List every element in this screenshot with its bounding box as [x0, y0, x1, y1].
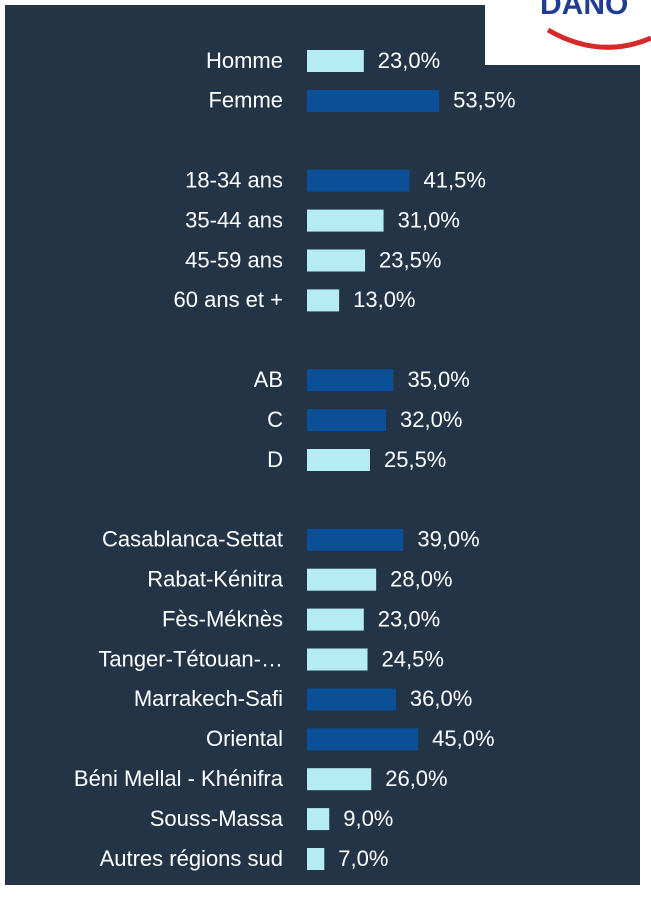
category-label: Casablanca-Settat	[102, 527, 283, 552]
value-label: 9,0%	[343, 806, 393, 831]
bar	[307, 848, 325, 870]
value-label: 32,0%	[400, 407, 462, 432]
value-label: 53,5%	[453, 88, 515, 113]
bar	[307, 169, 410, 192]
category-label: Autres régions sud	[100, 846, 283, 871]
category-label: C	[267, 407, 283, 432]
bar	[307, 528, 404, 551]
bar	[307, 289, 340, 312]
value-label: 24,5%	[382, 646, 444, 671]
value-label: 23,5%	[379, 247, 441, 272]
value-label: 45,0%	[432, 726, 494, 751]
bar	[307, 688, 396, 711]
category-label: AB	[254, 367, 283, 392]
category-label: D	[267, 447, 283, 472]
category-label: Femme	[208, 88, 283, 113]
value-label: 39,0%	[417, 527, 479, 552]
value-label: 13,0%	[353, 287, 415, 312]
value-label: 31,0%	[398, 207, 460, 232]
bar	[307, 608, 364, 631]
category-label: Béni Mellal - Khénifra	[74, 766, 284, 791]
bar	[307, 249, 366, 272]
logo-text: DANO	[540, 0, 628, 21]
panel	[5, 5, 640, 885]
bar	[307, 369, 394, 392]
category-label: Tanger-Tétouan-…	[98, 646, 283, 671]
category-label: Fès-Méknès	[162, 606, 283, 631]
value-label: 26,0%	[385, 766, 447, 791]
bar	[307, 728, 419, 751]
value-label: 23,0%	[378, 48, 440, 73]
logo-box	[485, 0, 651, 65]
category-label: 18-34 ans	[185, 168, 283, 193]
value-label: 36,0%	[410, 686, 472, 711]
category-label: Oriental	[206, 726, 283, 751]
category-label: 60 ans et +	[174, 287, 283, 312]
logo-arc	[546, 27, 651, 50]
value-label: 23,0%	[378, 606, 440, 631]
value-label: 41,5%	[424, 168, 486, 193]
bar	[307, 768, 372, 791]
value-label: 35,0%	[407, 367, 469, 392]
bar	[307, 50, 364, 72]
bar	[307, 449, 370, 471]
value-label: 25,5%	[384, 447, 446, 472]
bar	[307, 89, 440, 112]
category-label: Souss-Massa	[150, 806, 284, 831]
bar	[307, 648, 368, 671]
category-label: 35-44 ans	[185, 207, 283, 232]
value-label: 7,0%	[338, 846, 388, 871]
category-label: Rabat-Kénitra	[147, 567, 284, 592]
value-label: 28,0%	[390, 567, 452, 592]
category-label: Homme	[206, 48, 283, 73]
bar	[307, 808, 330, 831]
category-label: Marrakech-Safi	[134, 686, 283, 711]
bar	[307, 209, 384, 232]
bar	[307, 409, 387, 432]
category-label: 45-59 ans	[185, 247, 283, 272]
bar	[307, 568, 377, 591]
